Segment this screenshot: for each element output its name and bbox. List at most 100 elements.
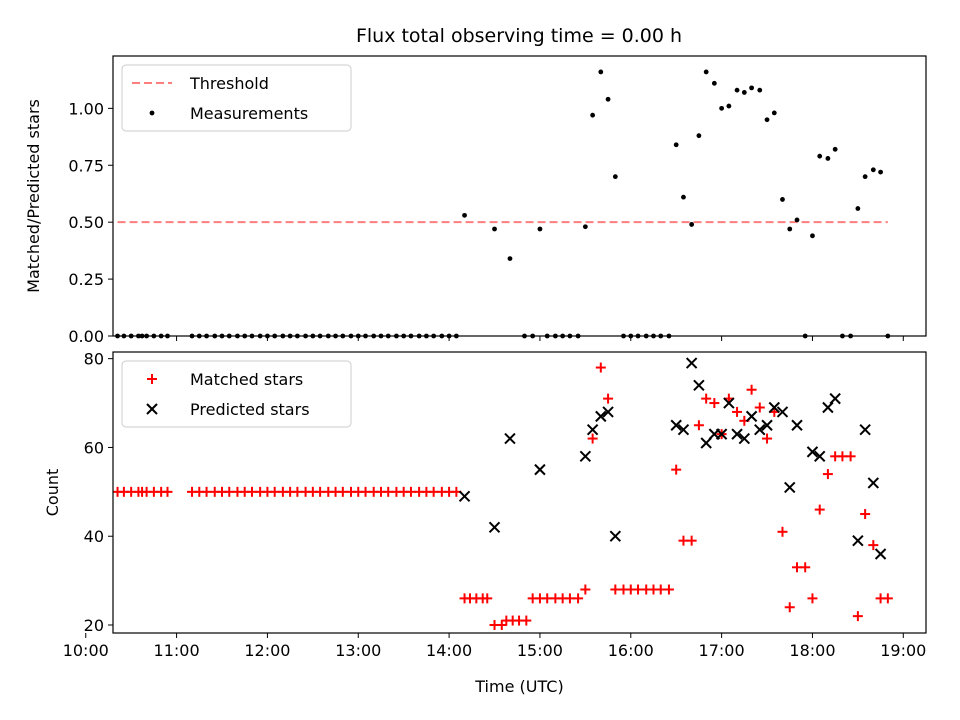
- legend-predicted-swatch: [146, 403, 158, 415]
- predicted-stars-marker: [579, 450, 592, 463]
- x-tick-label: 19:00: [880, 641, 926, 660]
- y-tick-label: 20: [84, 616, 104, 635]
- marker-stroke: [670, 419, 682, 431]
- marker-stroke: [738, 432, 751, 445]
- measurement-point: [673, 142, 679, 148]
- matched-stars-marker: [701, 393, 712, 404]
- x-tick-label: 15:00: [517, 641, 563, 660]
- predicted-stars-marker: [670, 419, 682, 431]
- matched-stars-marker: [800, 562, 811, 573]
- measurement-point: [711, 80, 717, 86]
- matched-stars-marker: [482, 593, 493, 604]
- legend-label: Predicted stars: [190, 400, 310, 419]
- y-tick-label: 0.00: [68, 327, 104, 346]
- measurement-point: [771, 110, 777, 116]
- matched-stars-marker: [580, 584, 591, 595]
- measurement-point: [507, 256, 513, 262]
- x-tick-label: 12:00: [244, 641, 290, 660]
- matched-stars-marker: [587, 433, 598, 444]
- marker-stroke: [715, 428, 728, 440]
- predicted-stars-marker: [867, 477, 880, 489]
- legend-label: Measurements: [190, 104, 308, 123]
- predicted-stars-marker: [693, 379, 705, 392]
- matched-stars-marker: [663, 584, 674, 595]
- y-tick-label: 0.75: [68, 156, 104, 175]
- measurement-point: [598, 69, 604, 75]
- measurement-point: [462, 212, 467, 218]
- marker-stroke: [874, 548, 887, 560]
- predicted-stars-marker: [806, 446, 819, 458]
- matched-stars-marker: [814, 504, 825, 515]
- measurement-point: [726, 103, 732, 109]
- x-tick-label: 16:00: [608, 641, 654, 660]
- measurement-point: [582, 224, 588, 230]
- marker-stroke: [693, 379, 705, 392]
- top-chart-title: Flux total observing time = 0.00 h: [356, 25, 682, 47]
- measurement-point: [492, 226, 497, 232]
- legend-label: Threshold: [189, 74, 269, 93]
- x-axis-label: Time (UTC): [474, 677, 563, 696]
- marker-stroke: [806, 446, 819, 458]
- predicted-stars-marker: [776, 406, 789, 418]
- measurement-point: [741, 90, 747, 95]
- predicted-stars-marker: [586, 423, 599, 436]
- measurement-point: [681, 194, 686, 200]
- marker-stroke: [534, 463, 546, 476]
- x-tick-label: 17:00: [699, 641, 745, 660]
- legend: Threshold Measurements: [121, 64, 352, 132]
- marker-stroke: [579, 450, 592, 463]
- y-tick-label: 1.00: [68, 99, 104, 118]
- predicted-stars-marker: [534, 463, 546, 476]
- measurement-point: [764, 117, 770, 123]
- marker-stroke: [776, 406, 789, 418]
- predicted-stars-marker: [504, 432, 516, 445]
- marker-stroke: [784, 481, 796, 494]
- matched-stars-marker: [868, 540, 879, 551]
- measurement-point: [817, 153, 823, 159]
- measurement-point: [870, 167, 876, 173]
- predicted-stars-marker: [715, 428, 728, 440]
- matched-stars-marker: [686, 535, 697, 546]
- matched-stars-marker: [860, 509, 871, 520]
- measurement-point: [605, 96, 611, 102]
- y-tick-label: 40: [84, 527, 104, 546]
- predicted-stars-marker: [859, 423, 871, 436]
- measurement-point: [780, 197, 785, 202]
- measurement-point: [719, 105, 725, 111]
- matched-stars-marker: [595, 362, 606, 373]
- legend-box: [121, 64, 352, 132]
- matched-stars-marker: [671, 464, 682, 475]
- axes-frame: [112, 55, 927, 337]
- y-tick-label: 0.50: [68, 213, 104, 232]
- matched-stars-marker: [882, 593, 893, 604]
- predicted-stars-marker: [829, 392, 841, 405]
- x-tick-label: 13:00: [335, 641, 381, 660]
- measurement-point: [612, 174, 618, 180]
- predicted-stars-marker: [784, 481, 796, 494]
- top-panel-plot: 0.00 0.25 0.50 0.75 1.00 Matched/Predicted st…: [24, 55, 927, 346]
- predicted-stars-marker: [458, 490, 471, 502]
- marker-stroke: [609, 530, 622, 542]
- predicted-stars-marker: [595, 410, 607, 423]
- predicted-stars-marker: [731, 428, 743, 440]
- measurement-point: [590, 112, 596, 118]
- matched-stars-marker: [732, 406, 743, 417]
- y-tick-label: 0.25: [68, 270, 104, 289]
- predicted-stars-marker: [761, 419, 773, 431]
- predicted-stars-marker: [677, 423, 690, 436]
- bottom-panel-plot: 10:00 11:00 12:00 13:00 14:00 15:00 16:00 17:00…: [43, 350, 927, 696]
- matched-stars-marker: [603, 393, 614, 404]
- predicted-stars-marker: [685, 357, 698, 369]
- predicted-stars-marker: [723, 397, 735, 409]
- predicted-stars-marker: [874, 548, 887, 560]
- predicted-stars-marker: [738, 432, 751, 445]
- legend-label: Matched stars: [190, 370, 303, 389]
- measurement-point: [832, 146, 838, 152]
- marker-stroke: [602, 406, 614, 418]
- measurement-point: [862, 174, 868, 180]
- marker-stroke: [723, 397, 735, 409]
- matched-stars-marker: [762, 433, 773, 444]
- matched-stars-marker: [784, 602, 795, 613]
- marker-stroke: [754, 423, 766, 436]
- measurement-point: [810, 233, 815, 239]
